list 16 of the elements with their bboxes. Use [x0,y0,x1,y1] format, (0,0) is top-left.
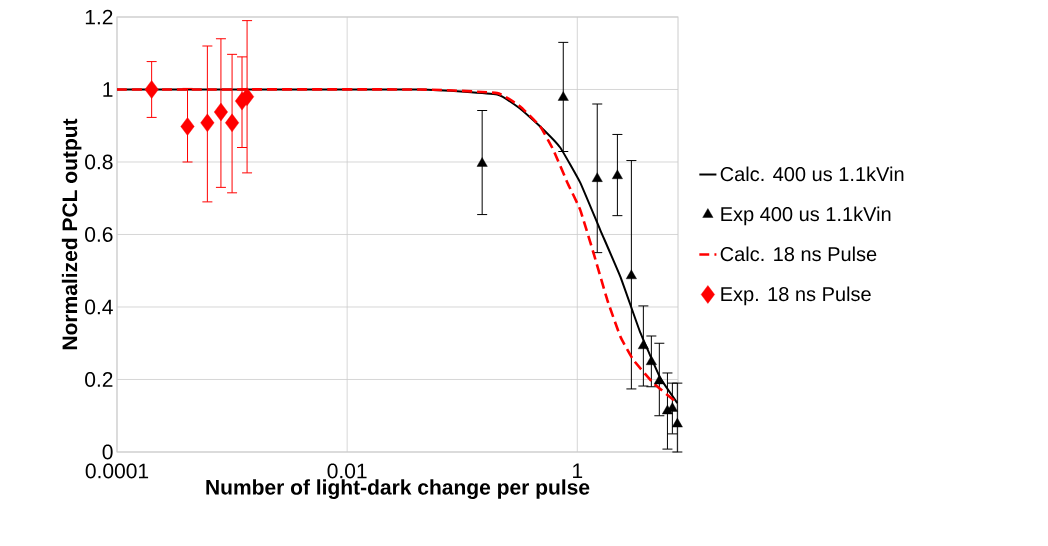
y-tick-label: 0.2 [85,372,113,387]
x-tick-label: 1 [573,463,583,478]
legend-label: Calc. 18 ns Pulse [720,246,877,262]
legend-label: Exp. 18 ns Pulse [721,286,871,306]
legend-label: Calc. 400 us 1.1kVin [720,166,904,182]
y-tick-label: 1 [103,82,113,97]
y-tick-label: 0 [102,444,113,460]
y-tick-label: 0.8 [85,154,113,170]
y-tick-label: 0.6 [85,227,113,242]
y-tick-label: 1.2 [85,9,113,25]
x-tick-label: 0.0001 [85,463,149,479]
legend-label: Exp 400 us 1.1kVin [721,206,891,226]
x-tick-label: 0.01 [327,463,367,479]
y-tick-label: 0.4 [85,299,113,315]
y-axis-title: Normalized PCL output [61,118,82,350]
x-axis-title: Number of light-dark change per pulse [206,479,590,499]
